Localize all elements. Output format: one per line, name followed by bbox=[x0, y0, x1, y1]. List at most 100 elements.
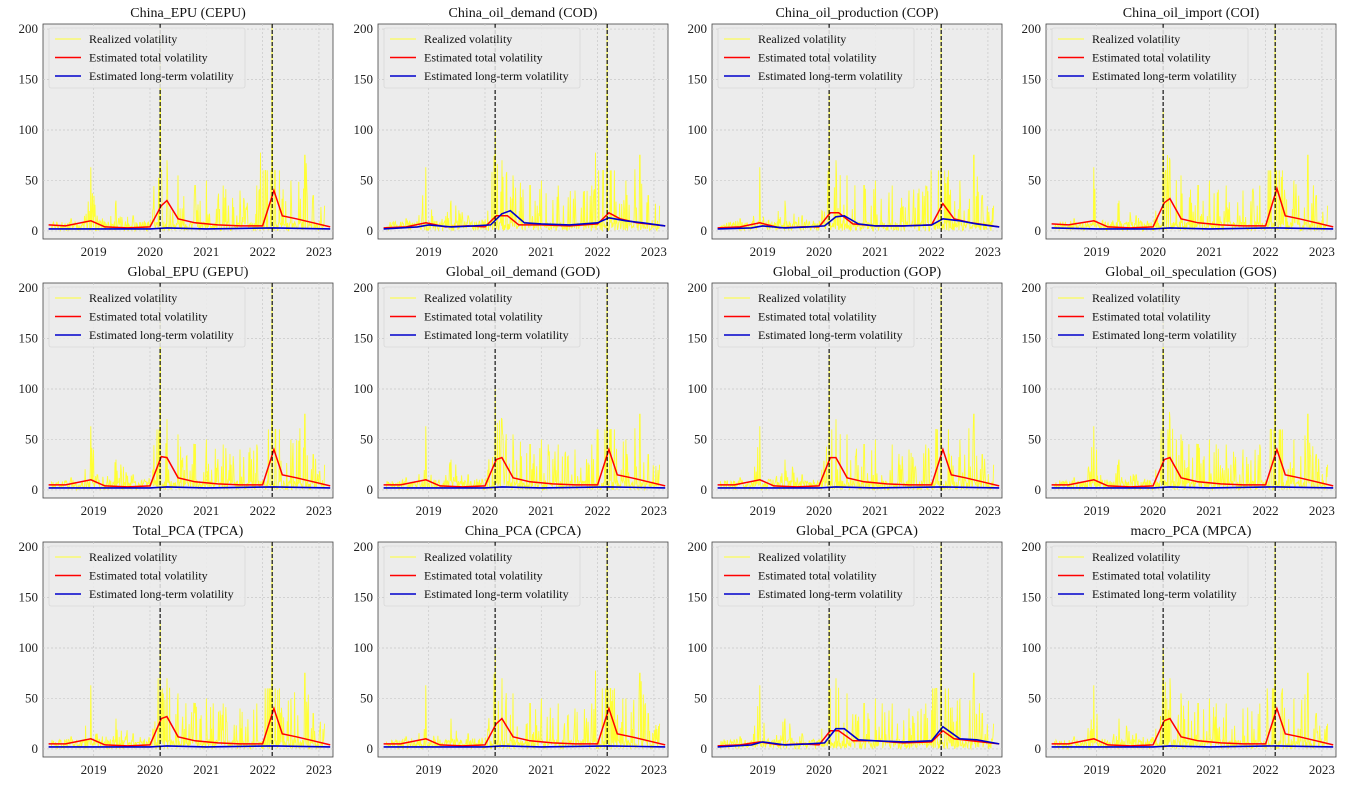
y-tick-label: 0 bbox=[701, 482, 708, 497]
legend-longterm-label: Estimated long-term volatility bbox=[758, 69, 903, 83]
y-tick-label: 200 bbox=[688, 539, 708, 554]
legend: Realized volatility Estimated total volat… bbox=[717, 27, 915, 89]
legend-total-label: Estimated total volatility bbox=[758, 569, 877, 583]
subplot-7: Global_oil_production (GOP) 2019 2020 2021 2… bbox=[669, 259, 1005, 522]
y-tick-label: 0 bbox=[701, 223, 708, 238]
x-tick-label: 2020 bbox=[472, 244, 498, 259]
y-tick-label: 50 bbox=[694, 172, 707, 187]
subplot-12: macro_PCA (MPCA) 2019 2020 2021 2022 2023 0 50 1… bbox=[1003, 518, 1339, 781]
legend: Realized volatility Estimated total volat… bbox=[383, 27, 581, 89]
y-tick-label: 100 bbox=[354, 640, 374, 655]
x-tick-label: 2022 bbox=[919, 503, 945, 518]
legend-longterm-label: Estimated long-term volatility bbox=[424, 587, 569, 601]
x-tick-label: 2019 bbox=[750, 503, 776, 518]
subplot-9: Total_PCA (TPCA) 2019 2020 2021 2022 2023 0 50 1… bbox=[0, 518, 336, 781]
x-tick-label: 2019 bbox=[81, 503, 107, 518]
legend-realized-label: Realized volatility bbox=[89, 550, 177, 564]
x-tick-label: 2020 bbox=[137, 762, 163, 777]
y-tick-label: 0 bbox=[1035, 482, 1042, 497]
subplot-8: Global_oil_speculation (GOS) 2019 2020 2021… bbox=[1003, 259, 1339, 522]
x-tick-label: 2023 bbox=[641, 244, 667, 259]
y-tick-label: 200 bbox=[1022, 280, 1042, 295]
legend: Realized volatility Estimated total volat… bbox=[48, 545, 246, 607]
legend-realized-label: Realized volatility bbox=[758, 291, 846, 305]
x-tick-label: 2020 bbox=[472, 762, 498, 777]
legend-longterm-label: Estimated long-term volatility bbox=[424, 328, 569, 342]
y-tick-label: 0 bbox=[367, 223, 374, 238]
subplot-3: China_oil_production (COP) 2019 2020 2021 20… bbox=[669, 0, 1005, 263]
longterm-volatility-series bbox=[383, 745, 666, 748]
x-tick-label: 2021 bbox=[528, 503, 554, 518]
y-tick-label: 50 bbox=[360, 431, 373, 446]
subplot-svg: Global_oil_demand (GOD) 2019 2020 2021 2022 2… bbox=[354, 265, 669, 518]
x-tick-label: 2021 bbox=[193, 762, 219, 777]
x-tick-label: 2022 bbox=[585, 503, 611, 518]
total-volatility-series bbox=[48, 706, 331, 747]
x-tick-label: 2023 bbox=[975, 762, 1001, 777]
x-tick-label: 2023 bbox=[641, 503, 667, 518]
total-volatility-series bbox=[48, 447, 331, 488]
x-tick-label: 2021 bbox=[193, 503, 219, 518]
subplot-svg: Global_oil_production (GOP) 2019 2020 2021 2… bbox=[688, 265, 1003, 518]
y-tick-label: 100 bbox=[688, 122, 708, 137]
y-tick-label: 150 bbox=[19, 72, 39, 87]
x-tick-label: 2023 bbox=[306, 762, 332, 777]
total-volatility-series bbox=[1051, 447, 1334, 488]
legend-total-label: Estimated total volatility bbox=[758, 51, 877, 65]
x-tick-label: 2019 bbox=[416, 762, 442, 777]
y-tick-label: 150 bbox=[19, 331, 39, 346]
y-tick-label: 50 bbox=[694, 431, 707, 446]
legend-realized-label: Realized volatility bbox=[1092, 291, 1180, 305]
x-tick-label: 2021 bbox=[528, 244, 554, 259]
y-tick-label: 150 bbox=[354, 331, 374, 346]
legend-realized-label: Realized volatility bbox=[1092, 32, 1180, 46]
total-volatility-series bbox=[717, 202, 1000, 229]
total-volatility-series bbox=[48, 188, 331, 229]
x-tick-label: 2019 bbox=[81, 244, 107, 259]
total-volatility-series bbox=[717, 447, 1000, 488]
y-tick-label: 200 bbox=[354, 539, 374, 554]
longterm-volatility-series bbox=[1051, 486, 1334, 489]
x-tick-label: 2019 bbox=[1084, 762, 1110, 777]
y-tick-label: 50 bbox=[1028, 172, 1041, 187]
y-tick-label: 150 bbox=[354, 590, 374, 605]
legend-longterm-label: Estimated long-term volatility bbox=[89, 69, 234, 83]
legend-longterm-label: Estimated long-term volatility bbox=[1092, 328, 1237, 342]
longterm-volatility-series bbox=[1051, 745, 1334, 748]
legend-longterm-label: Estimated long-term volatility bbox=[1092, 69, 1237, 83]
y-tick-label: 200 bbox=[354, 280, 374, 295]
realized-volatility-series bbox=[386, 24, 661, 232]
legend-realized-label: Realized volatility bbox=[424, 550, 512, 564]
legend: Realized volatility Estimated total volat… bbox=[48, 27, 246, 89]
y-tick-label: 150 bbox=[1022, 590, 1042, 605]
longterm-volatility-series bbox=[717, 214, 1000, 230]
subplot-title: China_oil_import (COI) bbox=[1123, 6, 1260, 21]
subplot-11: Global_PCA (GPCA) 2019 2020 2021 2022 2023 0 50… bbox=[669, 518, 1005, 781]
total-volatility-series bbox=[1051, 185, 1334, 229]
y-tick-label: 100 bbox=[688, 381, 708, 396]
subplot-title: Global_oil_production (GOP) bbox=[773, 265, 942, 280]
x-tick-label: 2021 bbox=[193, 244, 219, 259]
x-tick-label: 2019 bbox=[750, 762, 776, 777]
subplot-svg: Global_PCA (GPCA) 2019 2020 2021 2022 2023 0 50… bbox=[688, 524, 1003, 777]
y-tick-label: 200 bbox=[1022, 21, 1042, 36]
subplot-title: macro_PCA (MPCA) bbox=[1131, 524, 1252, 539]
x-tick-label: 2023 bbox=[306, 244, 332, 259]
legend: Realized volatility Estimated total volat… bbox=[383, 545, 581, 607]
longterm-volatility-series bbox=[383, 209, 666, 230]
y-tick-label: 200 bbox=[19, 280, 39, 295]
y-tick-label: 150 bbox=[688, 331, 708, 346]
legend-longterm-label: Estimated long-term volatility bbox=[424, 69, 569, 83]
subplot-4: China_oil_import (COI) 2019 2020 2021 2022 20… bbox=[1003, 0, 1339, 263]
legend-realized-label: Realized volatility bbox=[758, 550, 846, 564]
y-tick-label: 0 bbox=[32, 741, 39, 756]
subplot-title: China_EPU (CEPU) bbox=[130, 6, 246, 21]
subplot-title: Global_PCA (GPCA) bbox=[796, 524, 918, 539]
subplot-title: China_PCA (CPCA) bbox=[465, 524, 582, 539]
y-tick-label: 0 bbox=[1035, 741, 1042, 756]
legend-total-label: Estimated total volatility bbox=[1092, 310, 1211, 324]
legend-longterm-label: Estimated long-term volatility bbox=[758, 328, 903, 342]
subplot-2: China_oil_demand (COD) 2019 2020 2021 2022 20… bbox=[335, 0, 671, 263]
legend-longterm-label: Estimated long-term volatility bbox=[89, 328, 234, 342]
